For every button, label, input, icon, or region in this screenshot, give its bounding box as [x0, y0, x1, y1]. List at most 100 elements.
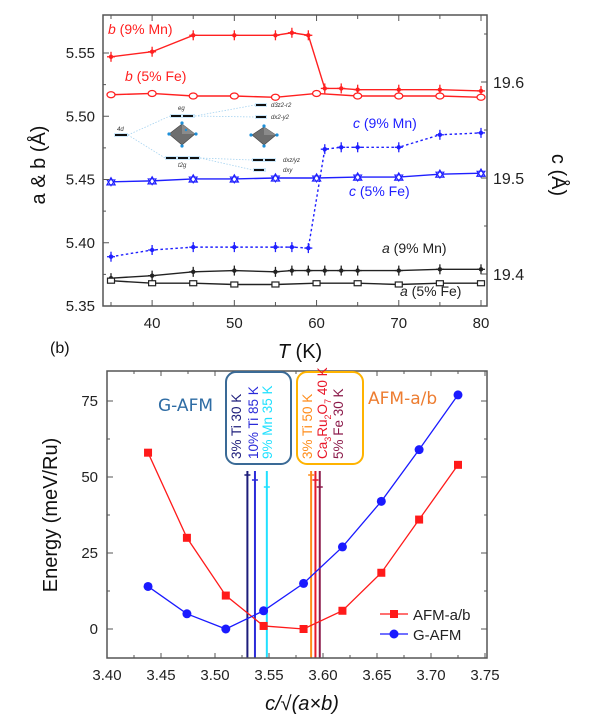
marker-square: [394, 281, 403, 288]
data-point-square: [221, 591, 230, 600]
y-axis-title-b: Energy (meV/Ru): [40, 438, 62, 593]
x-tick-label: 3.75: [470, 667, 499, 684]
data-point-square: [454, 460, 462, 469]
marker-circle: [147, 89, 157, 98]
y-tick-label-left: 5.35: [66, 298, 95, 315]
marker-dot: [149, 273, 155, 278]
sample-label: Ca3Ru2O7 40 K: [315, 367, 333, 459]
series-line: [110, 268, 481, 279]
marker-triangle: [476, 170, 486, 179]
marker-circle: [106, 91, 116, 99]
y-tick-label-right: 19.6: [493, 75, 524, 92]
x-tick-label: 3.50: [200, 667, 229, 684]
series-afm-a-b: [144, 448, 462, 633]
data-point-circle: [414, 445, 424, 455]
series-g-afm: [143, 390, 463, 634]
marker-square: [312, 280, 321, 287]
y-tick-label-left: 5.45: [66, 172, 95, 189]
marker-circle: [435, 92, 445, 100]
series-b-9-mn-: [107, 27, 485, 96]
x-axis-title-b: c/√(a×b): [265, 693, 339, 715]
sample-label: 10% Ti 85 K: [246, 386, 261, 459]
marker-triangle: [352, 174, 363, 182]
panel-b-chart: (b) 3.40 3.45 3.50 3.55 3.60 3.65 3.70 3.75 0 25 5…: [40, 340, 500, 715]
afm-ab-sample-box: [296, 371, 364, 465]
data-point-square: [338, 606, 347, 615]
marker-dot: [478, 267, 484, 272]
data-point-square: [144, 448, 153, 457]
inset-label-dxy: dxy: [283, 168, 293, 174]
inset-label-d3z2: d3z2-r2: [271, 103, 292, 109]
marker-dot: [322, 86, 327, 91]
data-point-circle: [376, 496, 386, 506]
crystal-field-inset: 4d eg t2g d3z2-r2 dx2-y2 dxz/yz dxy: [114, 103, 300, 174]
marker-square: [148, 280, 157, 287]
marker-dot: [149, 49, 155, 54]
marker-triangle: [270, 175, 281, 183]
afm-ab-annotation: AFM-a/b: [368, 389, 437, 409]
data-point-circle: [259, 606, 269, 616]
sample-label: 9% Mn 35 K: [260, 385, 275, 459]
x-tick-label: 80: [473, 315, 490, 332]
x-axis-title-a: T (K): [278, 341, 322, 363]
marker-dot: [396, 145, 401, 150]
data-point-square: [415, 515, 424, 524]
data-point-square: [299, 625, 308, 633]
marker-dot: [355, 268, 360, 273]
marker-dot: [191, 269, 196, 275]
inset-label-t2g: t2g: [178, 163, 187, 169]
marker-triangle: [393, 174, 404, 182]
series-line: [110, 132, 482, 258]
series-label: c (9% Mn): [353, 115, 417, 131]
series-c-5-fe-: [105, 167, 487, 187]
marker-dot: [322, 147, 327, 152]
marker-dot: [191, 244, 196, 250]
sample-label: 5% Fe 30 K: [331, 388, 346, 459]
marker-square: [189, 280, 198, 287]
marker-circle: [394, 92, 404, 100]
y-tick-label: 0: [90, 621, 98, 638]
data-point-circle: [453, 390, 463, 400]
marker-dot: [108, 254, 114, 259]
marker-square: [353, 280, 362, 287]
marker-circle: [311, 89, 322, 98]
data-point-square: [182, 533, 191, 542]
marker-dot: [232, 244, 237, 250]
y-tick-label: 75: [81, 393, 98, 410]
series-b-5-fe-: [106, 89, 486, 101]
marker-dot: [322, 268, 327, 273]
x-tick-label: 3.60: [308, 667, 337, 684]
marker-dot: [339, 86, 344, 91]
inset-label-eg: eg: [178, 106, 185, 112]
data-point-square: [259, 621, 268, 630]
marker-dot: [355, 145, 360, 150]
sample-label: 3% Ti 30 K: [229, 394, 244, 459]
marker-triangle: [106, 179, 116, 187]
marker-triangle: [311, 175, 322, 183]
series-line: [110, 92, 482, 98]
data-point-circle: [299, 578, 309, 588]
marker-triangle: [434, 171, 445, 180]
x-tick-label: 3.65: [362, 667, 391, 684]
series-a-9-mn-: [107, 264, 485, 284]
panel-a-chart: 40 50 60 70 80 5.35 5.40 5.45 5.50 5.55 19.4 19.5 19…: [27, 14, 570, 363]
data-point-circle: [182, 609, 192, 619]
series-label: c (5% Fe): [349, 183, 410, 199]
series-label: b (9% Mn): [108, 21, 173, 37]
marker-dot: [396, 268, 401, 273]
x-tick-label: 70: [390, 315, 407, 332]
sample-label: 3% Ti 50 K: [300, 394, 315, 459]
g-afm-annotation: G-AFM: [158, 396, 213, 416]
inset-label-dx2y2: dx2-y2: [271, 115, 290, 121]
y-axis-title-right: c (Å): [547, 154, 570, 196]
legend-marker-square: [390, 610, 398, 618]
marker-square: [271, 281, 280, 288]
marker-dot: [289, 268, 295, 273]
series-c-9-mn-: [107, 127, 485, 262]
inset-label-dxzyz: dxz/yz: [283, 158, 300, 164]
marker-dot: [355, 87, 360, 92]
marker-square: [476, 280, 486, 287]
series-line: [147, 452, 459, 630]
marker-dot: [437, 87, 443, 92]
series-line: [110, 280, 481, 286]
